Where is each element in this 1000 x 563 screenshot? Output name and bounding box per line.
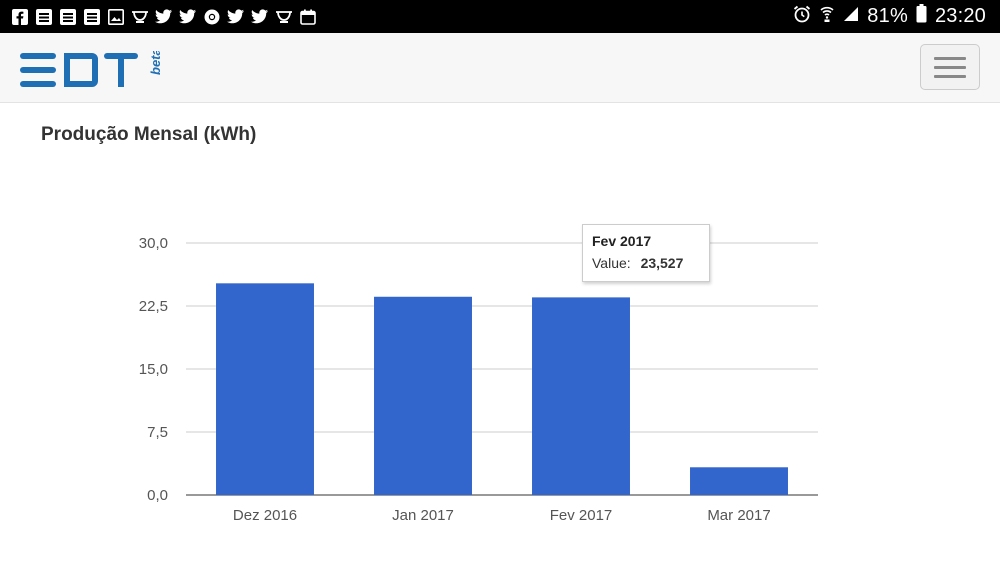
bar[interactable] [216,283,314,495]
news-icon [35,8,52,25]
photo-icon [107,8,124,25]
alarm-icon [793,5,811,29]
x-axis-ticks: Dez 2016 Jan 2017 Fev 2017 Mar 2017 [233,507,771,524]
tooltip-label: Value: [592,255,631,271]
wifi-call-icon [819,4,835,30]
hamburger-icon [934,56,966,60]
twitter-icon [227,8,244,25]
clock: 23:20 [934,5,986,27]
facebook-icon [11,8,28,25]
chrome-icon [203,8,220,25]
app-icon [131,8,148,25]
y-tick-label: 22,5 [139,298,168,315]
news-icon [83,8,100,25]
calendar-icon [299,8,316,25]
battery-icon [916,4,927,29]
eot-logo-mark: beta [20,48,163,87]
x-tick-label: Mar 2017 [707,507,770,524]
app-icon [275,8,292,25]
eot-logo[interactable]: beta [20,48,170,91]
news-icon [59,8,76,25]
chart-bars [216,283,788,495]
signal-icon [843,5,859,28]
battery-percentage: 81% [867,5,908,27]
y-axis-ticks: 0,0 7,5 15,0 22,5 30,0 [139,235,168,504]
tooltip-value: 23,527 [640,255,684,271]
bar[interactable] [690,467,788,495]
bar[interactable] [374,296,472,495]
tooltip-value-row: Value: 23,527 [592,255,700,271]
twitter-icon [179,8,196,25]
y-tick-label: 7,5 [147,424,168,441]
x-tick-label: Fev 2017 [550,507,613,524]
y-tick-label: 0,0 [147,487,168,504]
twitter-icon [155,8,172,25]
chart-tooltip: Fev 2017 Value: 23,527 [582,224,710,282]
app-header: beta [0,33,1000,103]
notification-icons [0,8,316,25]
status-bar: 81% 23:20 [0,0,1000,33]
twitter-icon [251,8,268,25]
tooltip-title: Fev 2017 [592,233,652,249]
y-tick-label: 30,0 [139,235,168,252]
system-status: 81% 23:20 [793,0,986,33]
x-tick-label: Dez 2016 [233,507,297,524]
y-tick-label: 15,0 [139,361,168,378]
x-tick-label: Jan 2017 [392,507,454,524]
bar[interactable] [532,297,630,495]
chart-title: Produção Mensal (kWh) [41,124,257,145]
menu-toggle-button[interactable] [920,44,980,90]
logo-badge: beta [148,51,163,75]
